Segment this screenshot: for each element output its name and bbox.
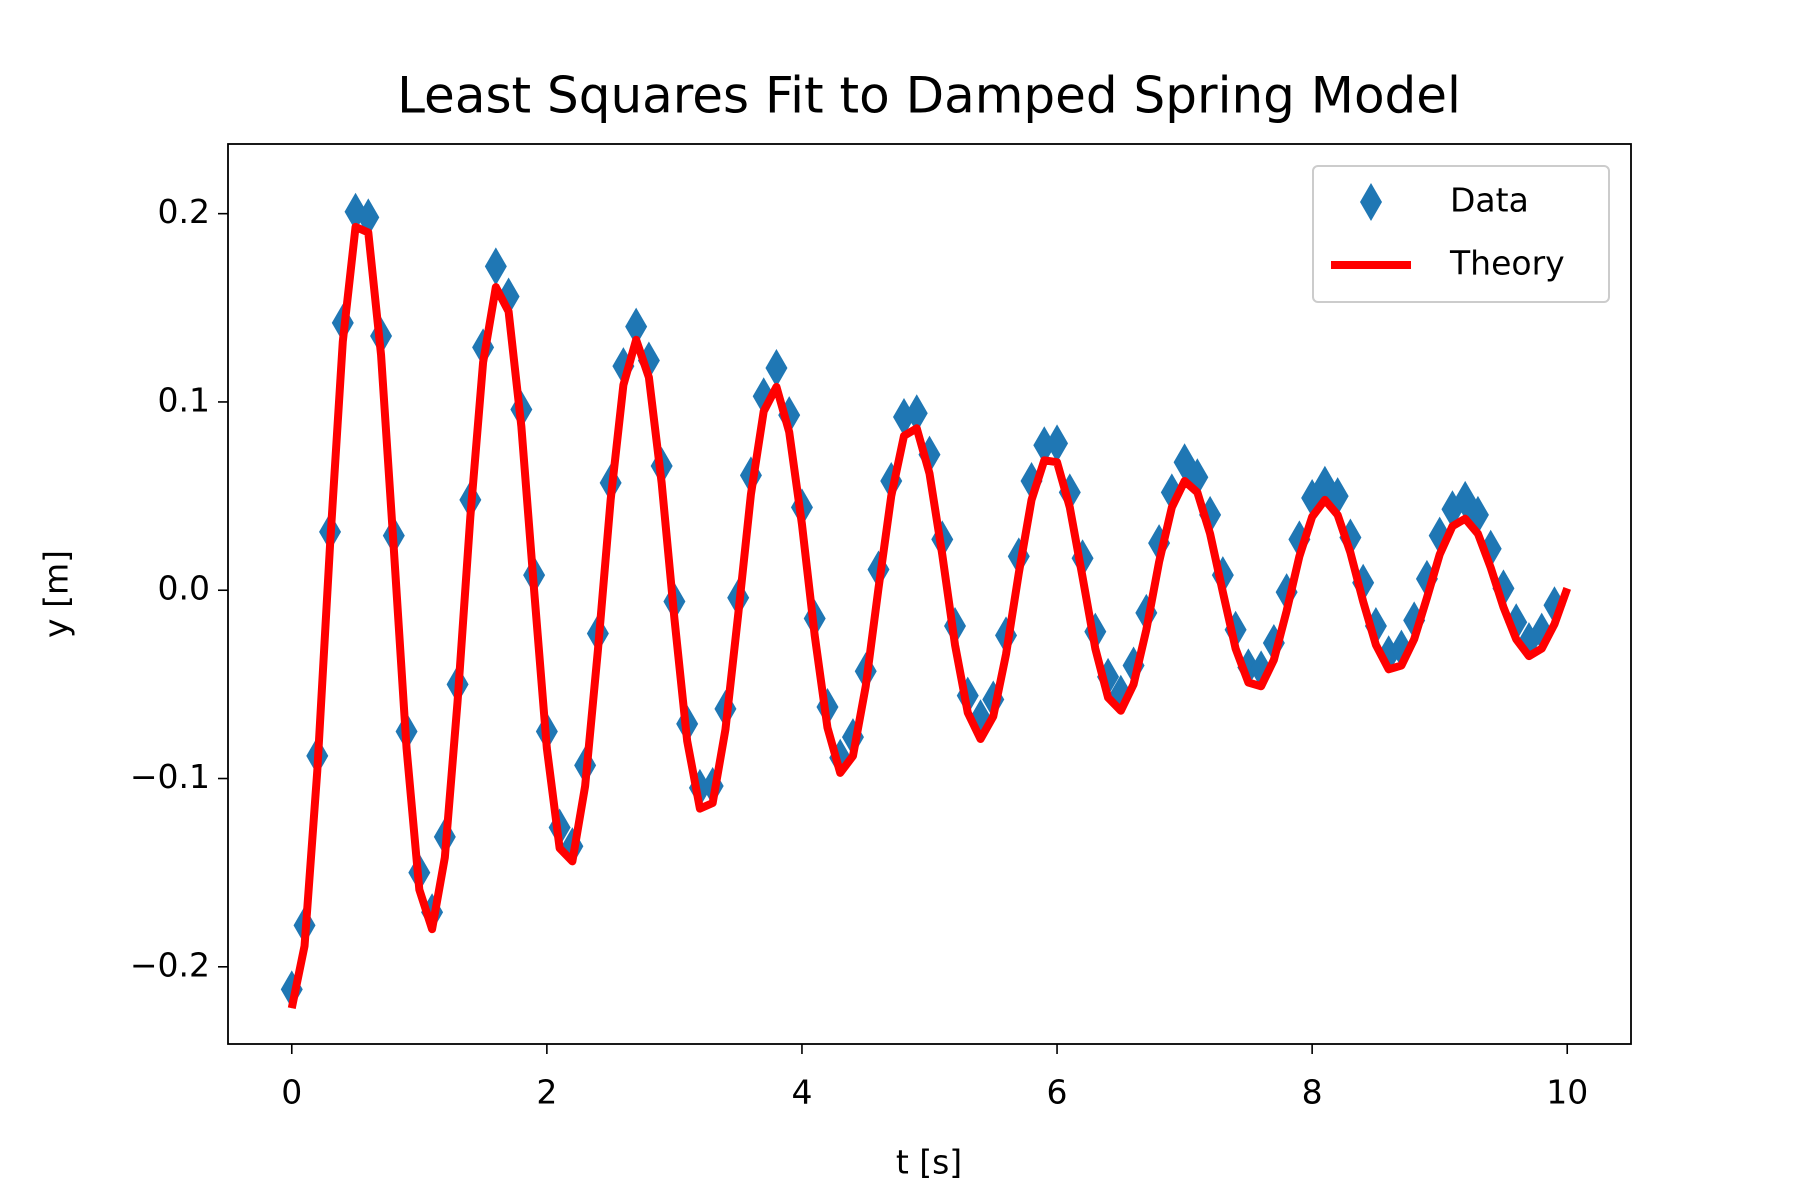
x-tick-label: 0 bbox=[281, 1073, 302, 1112]
y-axis-label: y [m] bbox=[37, 550, 76, 638]
x-axis-label: t [s] bbox=[896, 1143, 962, 1182]
x-tick-label: 6 bbox=[1047, 1073, 1068, 1112]
legend-label: Theory bbox=[1449, 244, 1565, 283]
y-tick-label: −0.2 bbox=[130, 945, 210, 984]
data-point bbox=[625, 307, 648, 346]
legend-marker bbox=[1360, 183, 1382, 221]
y-tick-label: 0.0 bbox=[158, 569, 210, 608]
data-point bbox=[1046, 424, 1069, 463]
data-point bbox=[1033, 426, 1056, 465]
data-point bbox=[765, 349, 788, 388]
data-point bbox=[484, 247, 507, 286]
x-tick-label: 8 bbox=[1302, 1073, 1323, 1112]
data-point bbox=[905, 394, 928, 433]
y-tick-label: 0.1 bbox=[158, 380, 210, 419]
plot-frame bbox=[227, 143, 1632, 1045]
y-tick-label: −0.1 bbox=[130, 757, 210, 796]
chart-title: Least Squares Fit to Damped Spring Model bbox=[397, 67, 1461, 125]
plot-area bbox=[280, 192, 1571, 1010]
y-tick-label: 0.2 bbox=[158, 192, 210, 231]
x-tick-label: 4 bbox=[791, 1073, 812, 1112]
x-tick-label: 2 bbox=[536, 1073, 557, 1112]
fit-line bbox=[287, 222, 1571, 1010]
x-tick-label: 10 bbox=[1546, 1073, 1588, 1112]
legend-label: Data bbox=[1450, 181, 1529, 220]
